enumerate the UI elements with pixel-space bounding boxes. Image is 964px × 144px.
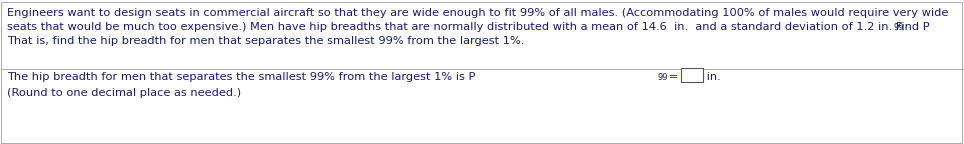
Text: 99: 99 bbox=[658, 73, 668, 83]
Text: in.: in. bbox=[703, 72, 721, 82]
FancyBboxPatch shape bbox=[1, 2, 962, 143]
Text: =: = bbox=[665, 72, 678, 82]
Text: That is, find the hip breadth for men that separates the smallest 99% from the l: That is, find the hip breadth for men th… bbox=[7, 36, 524, 46]
Text: (Round to one decimal place as needed.): (Round to one decimal place as needed.) bbox=[7, 88, 241, 98]
Text: Engineers want to design seats in commercial aircraft so that they are wide enou: Engineers want to design seats in commer… bbox=[7, 8, 949, 18]
Text: 99: 99 bbox=[893, 23, 903, 33]
Text: The hip breadth for men that separates the smallest 99% from the largest 1% is P: The hip breadth for men that separates t… bbox=[7, 72, 475, 82]
FancyBboxPatch shape bbox=[681, 68, 703, 82]
Text: .: . bbox=[901, 22, 904, 32]
Text: seats that would be much too expensive.) Men have hip breadths that are normally: seats that would be much too expensive.)… bbox=[7, 22, 929, 32]
